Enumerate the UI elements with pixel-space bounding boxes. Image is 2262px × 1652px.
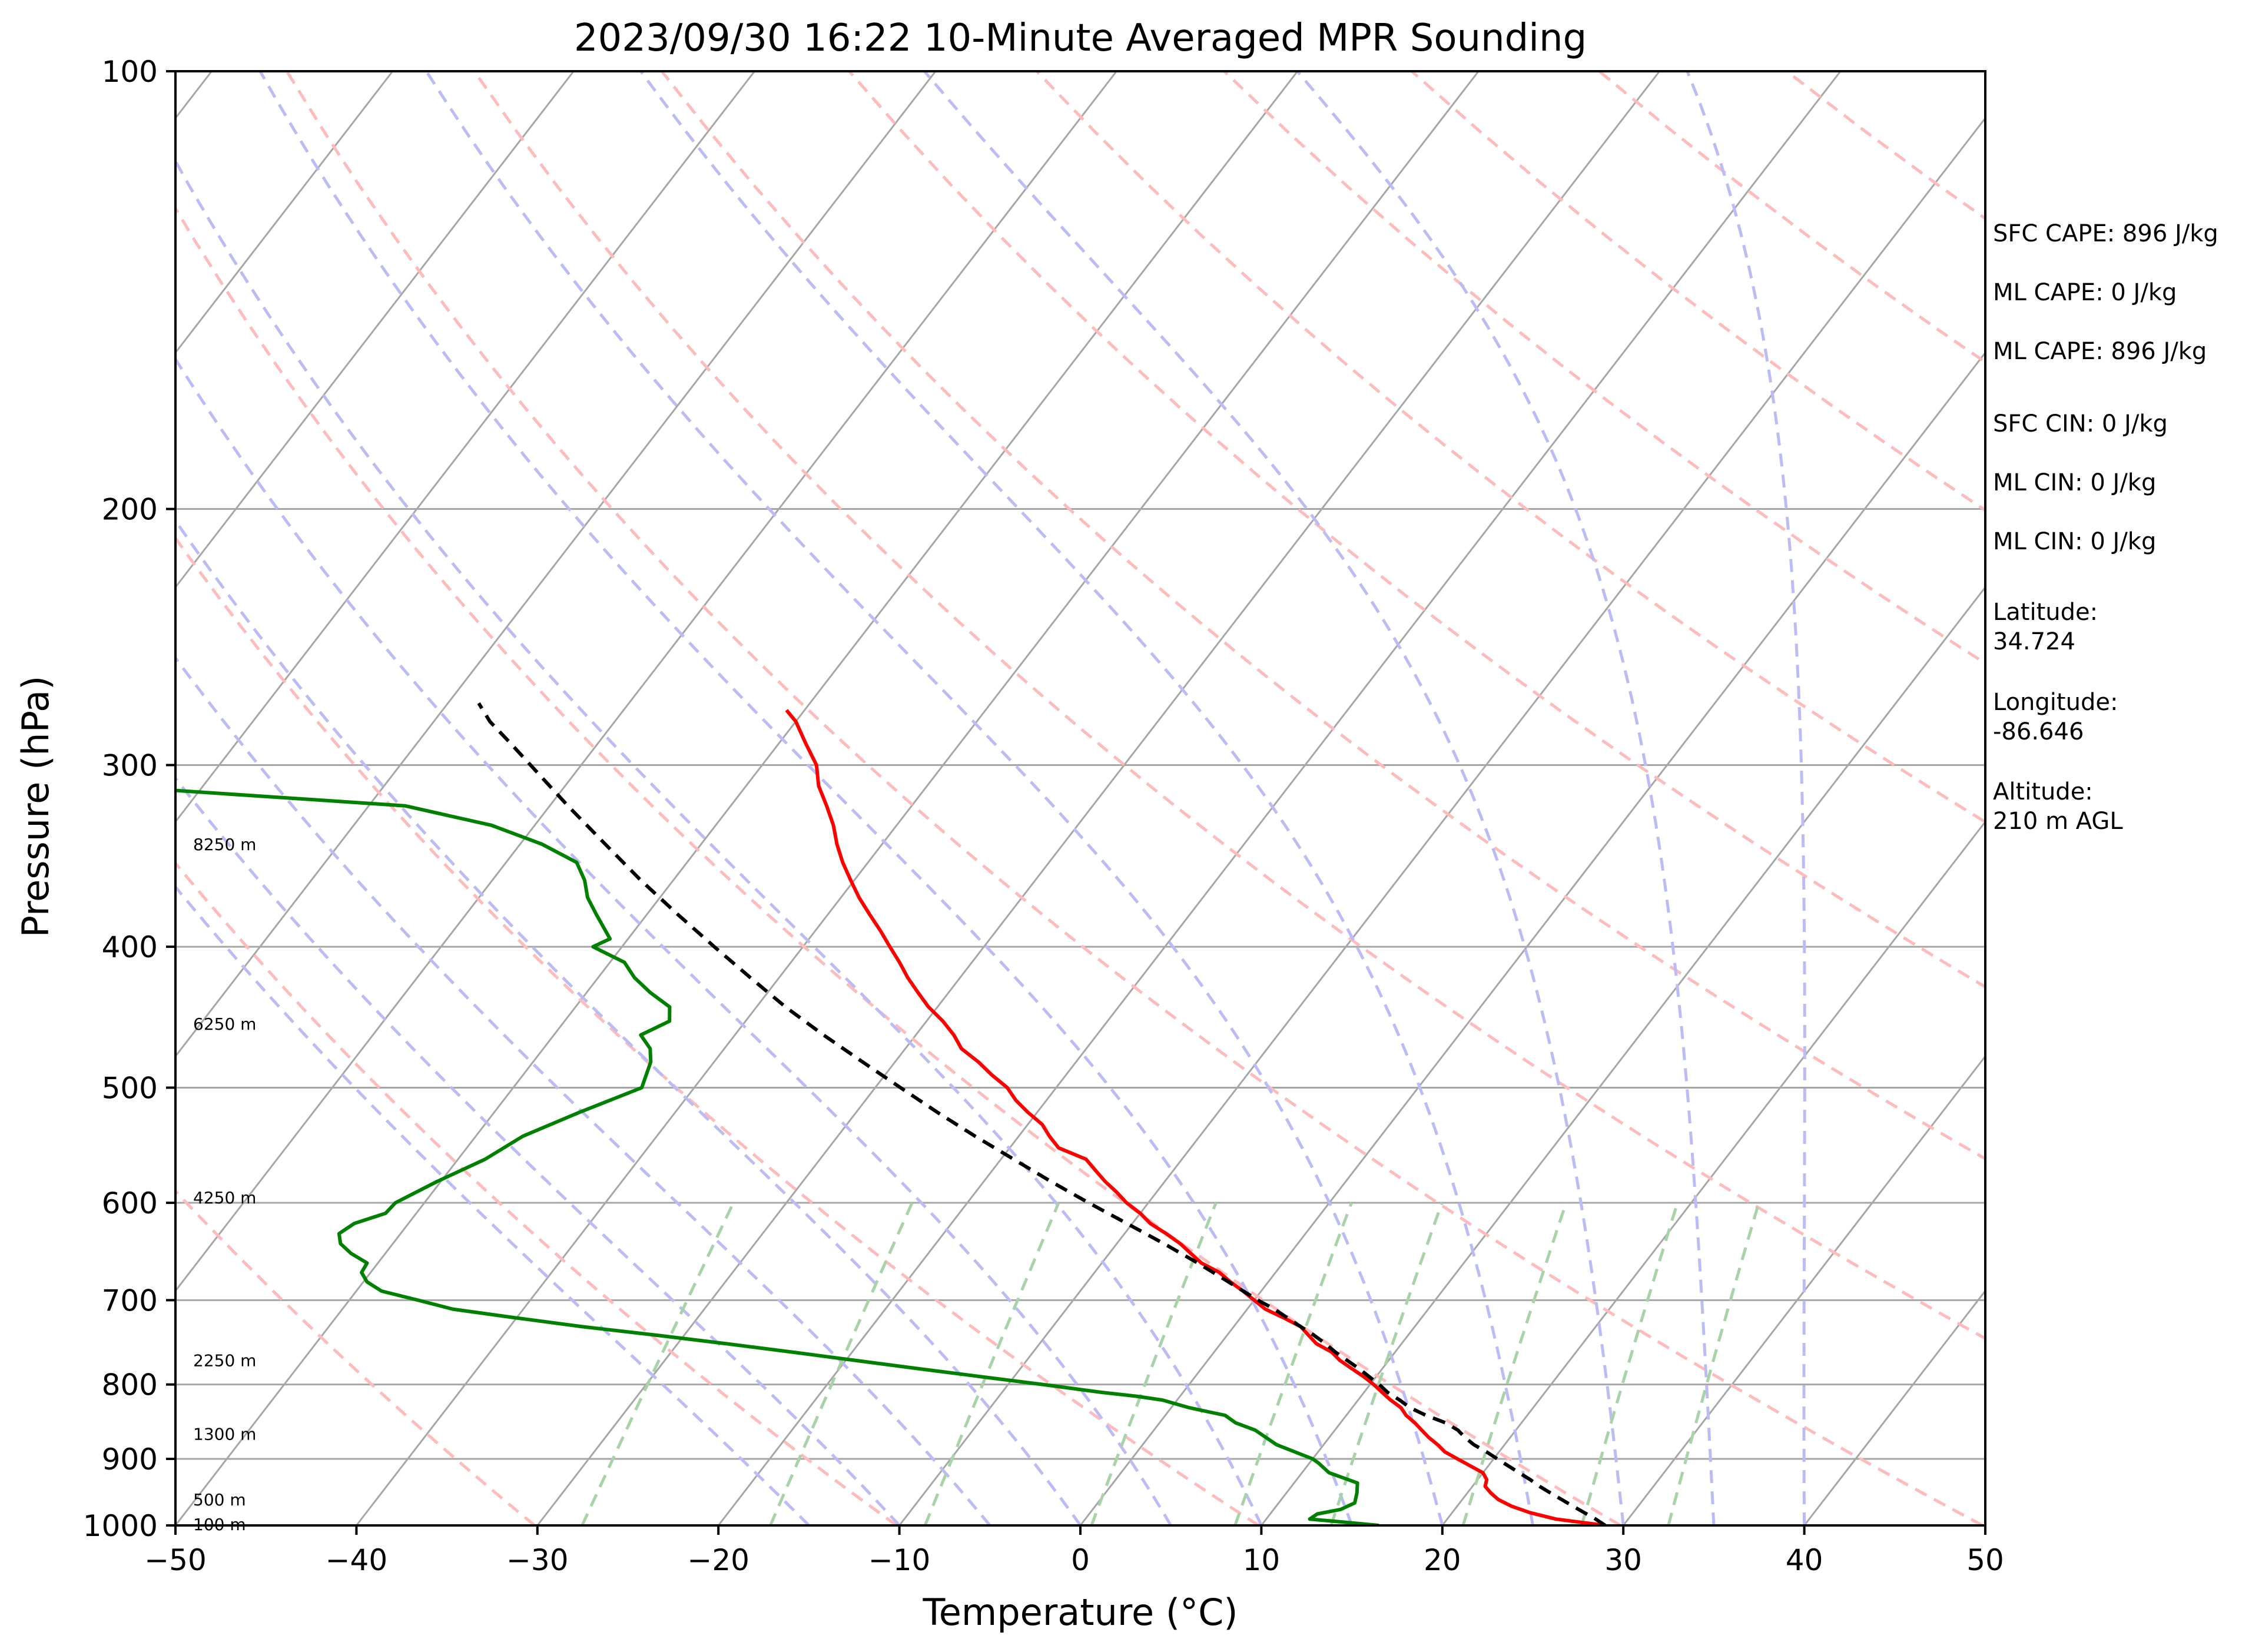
- grid-layer: [175, 71, 1985, 1525]
- dry-adiabat-line: [473, 71, 1985, 1341]
- x-tick-label: 30: [1604, 1543, 1642, 1577]
- info-line: Altitude:: [1993, 778, 2093, 805]
- moist-adiabat-line: [175, 356, 1172, 1525]
- info-line: Longitude:: [1993, 689, 2118, 716]
- y-tick-label: 300: [102, 748, 158, 782]
- info-line: ML CIN: 0 J/kg: [1993, 469, 2156, 496]
- dry-adiabat-line: [175, 861, 898, 1525]
- isotherm-line: [175, 71, 575, 589]
- x-tick-label: 20: [1424, 1543, 1461, 1577]
- axis-layer: 8250 m 6250 m 4250 m 2250 m 1300 m 500 m 100 m…: [83, 55, 2004, 1577]
- y-tick-label: 600: [102, 1186, 158, 1220]
- y-tick-label: 1000: [83, 1509, 158, 1543]
- moist-adiabat-line: [175, 655, 991, 1525]
- mixing-ratio-line: [1090, 1202, 1218, 1525]
- isotherm-line: [1441, 820, 1985, 1525]
- height-label: 8250 m: [193, 835, 256, 854]
- mixing-ratio-line: [1667, 1202, 1760, 1525]
- isotherm-line: [1079, 351, 1985, 1525]
- isotherm-line: [175, 71, 394, 354]
- y-tick-label: 700: [102, 1283, 158, 1318]
- x-tick-label: 10: [1243, 1543, 1281, 1577]
- x-tick-label: −50: [144, 1543, 207, 1577]
- series-layer: [175, 702, 1607, 1525]
- moist-adiabat-line: [175, 518, 1082, 1525]
- isotherm-line: [718, 71, 1842, 1525]
- y-tick-label: 500: [102, 1071, 158, 1105]
- isotherm-line: [536, 71, 1660, 1525]
- isotherm-line: [1261, 585, 1985, 1525]
- y-tick-label: 200: [102, 493, 158, 527]
- mixing-ratio-line: [581, 1202, 735, 1525]
- info-line: ML CAPE: 896 J/kg: [1993, 338, 2207, 365]
- dewpoint-profile: [175, 788, 1379, 1525]
- info-line: -86.646: [1993, 718, 2084, 745]
- mixing-ratio-line: [1233, 1202, 1353, 1525]
- isotherm-line: [175, 71, 755, 824]
- moist-adiabat-line: [258, 71, 1354, 1525]
- dry-adiabat-line: [661, 71, 1985, 1161]
- dry-adiabat-line: [175, 205, 1621, 1525]
- y-axis-label: Pressure (hPa): [14, 676, 57, 938]
- info-line: ML CAPE: 0 J/kg: [1993, 279, 2177, 306]
- info-line: Latitude:: [1993, 599, 2098, 626]
- x-tick-label: 50: [1966, 1543, 2004, 1577]
- isotherm-line: [356, 71, 1480, 1525]
- x-tick-label: −10: [868, 1543, 931, 1577]
- height-label: 6250 m: [193, 1014, 256, 1034]
- x-tick-label: 40: [1786, 1543, 1823, 1577]
- height-label: 4250 m: [193, 1188, 256, 1208]
- isotherm-line: [1623, 1054, 1985, 1525]
- isotherm-line: [175, 71, 1299, 1525]
- moist-adiabat-line: [175, 775, 901, 1525]
- temperature-profile: [785, 709, 1606, 1525]
- info-line: SFC CIN: 0 J/kg: [1993, 410, 2168, 437]
- isotherm-line: [175, 71, 1117, 1293]
- y-tick-label: 900: [102, 1442, 158, 1477]
- dry-adiabat-line: [175, 535, 1260, 1525]
- x-tick-label: 0: [1071, 1543, 1090, 1577]
- height-label: 2250 m: [193, 1351, 256, 1371]
- x-axis-label: Temperature (°C): [922, 1591, 1238, 1634]
- parcel-profile: [477, 702, 1607, 1525]
- moist-adiabat-line: [639, 71, 1534, 1525]
- info-panel: SFC CAPE: 896 J/kg ML CAPE: 0 J/kg ML CAPE…: [1993, 220, 2218, 835]
- mixing-ratio-line: [1461, 1202, 1568, 1525]
- moist-adiabat-line: [1296, 71, 1716, 1525]
- dry-adiabat-line: [285, 71, 1984, 1525]
- y-tick-label: 400: [102, 930, 158, 964]
- mixing-ratio-line: [1329, 1202, 1444, 1525]
- y-tick-label: 100: [102, 55, 158, 89]
- chart-title: 2023/09/30 16:22 10-Minute Averaged MPR …: [574, 16, 1587, 60]
- x-tick-label: −40: [326, 1543, 388, 1577]
- mixing-ratio-line: [923, 1202, 1060, 1525]
- info-line: 34.724: [1993, 628, 2075, 655]
- info-line: ML CIN: 0 J/kg: [1993, 528, 2156, 555]
- x-tick-label: −30: [506, 1543, 569, 1577]
- x-tick-label: −20: [687, 1543, 749, 1577]
- info-line: SFC CAPE: 896 J/kg: [1993, 220, 2218, 247]
- mixing-ratio-line: [1580, 1202, 1679, 1525]
- y-tick-label: 800: [102, 1368, 158, 1402]
- height-label: 1300 m: [193, 1424, 256, 1444]
- moist-adiabat-line: [425, 71, 1444, 1525]
- mixing-ratio-line: [769, 1202, 914, 1525]
- dry-adiabat-line: [175, 1189, 536, 1525]
- height-label: 500 m: [193, 1490, 246, 1510]
- moist-adiabat-line: [1686, 71, 1806, 1525]
- isotherm-line: [175, 71, 937, 1058]
- height-label: 100 m: [193, 1515, 246, 1534]
- info-line: 210 m AGL: [1993, 808, 2123, 835]
- isotherm-line: [898, 117, 1985, 1525]
- moist-adiabat-line: [175, 158, 1263, 1525]
